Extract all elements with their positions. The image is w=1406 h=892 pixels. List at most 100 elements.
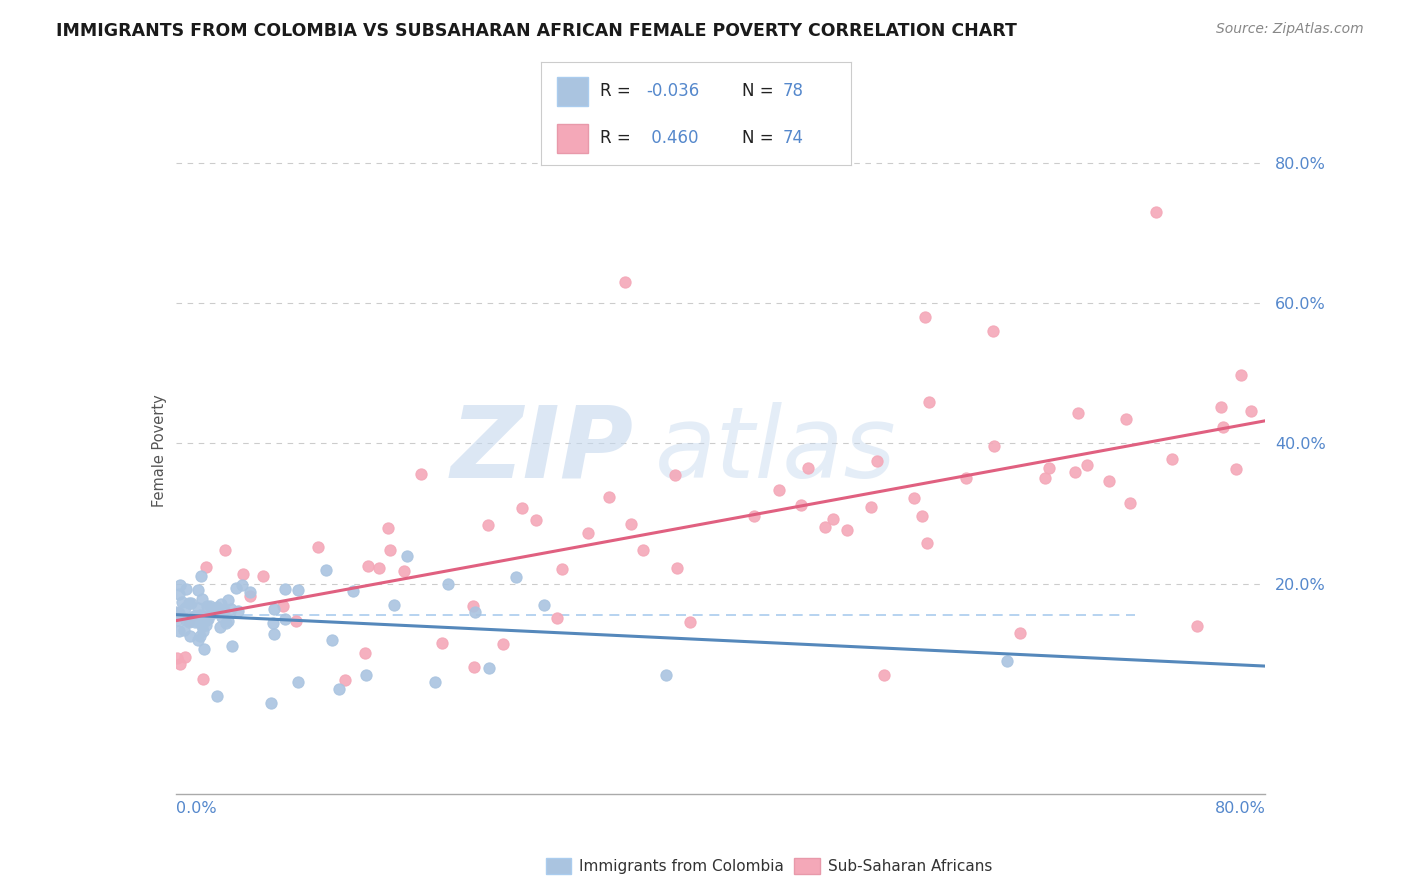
Point [231,578,253,592]
Point [742,509,765,524]
Point [1240,404,1263,418]
Point [335,673,357,687]
Point [614,275,637,289]
Point [1038,461,1060,475]
Point [1097,474,1119,488]
Point [193,641,215,656]
Point [190,592,212,607]
Point [492,637,515,651]
Point [860,500,883,514]
Point [180,596,202,610]
Point [263,602,285,616]
Point [437,576,460,591]
Point [188,610,211,624]
Point [1187,618,1209,632]
Text: 80.0%: 80.0% [1215,801,1265,816]
Text: 0.460: 0.460 [647,129,699,147]
Point [215,616,238,631]
Point [197,612,219,626]
Point [179,629,201,643]
Point [461,599,484,614]
Point [287,582,309,597]
Point [576,526,599,541]
Point [620,517,643,532]
Point [205,599,228,614]
Point [287,674,309,689]
Point [821,512,844,526]
Point [219,601,242,615]
Point [165,606,187,620]
Point [190,568,212,582]
Point [169,657,191,671]
Point [167,587,190,601]
Point [463,660,485,674]
Point [177,596,200,610]
Point [205,689,228,703]
Bar [557,124,588,153]
Point [186,614,208,628]
Point [524,513,547,527]
Point [873,667,896,681]
Text: 74: 74 [783,129,804,147]
Point [380,542,402,557]
Point [512,501,534,516]
Point [195,611,218,625]
Point [321,633,343,648]
Point [200,599,222,613]
Point [195,559,218,574]
Point [1076,458,1098,473]
Point [1115,412,1137,426]
Point [195,613,218,627]
Text: R =: R = [600,129,636,147]
Point [174,614,197,628]
Point [174,649,197,664]
Point [1160,452,1182,467]
Point [655,667,678,681]
Point [1209,400,1232,414]
Point [271,599,294,614]
Point [631,542,654,557]
Point [167,607,190,621]
Point [797,461,820,475]
Y-axis label: Female Poverty: Female Poverty [152,394,167,507]
Point [176,582,198,596]
Point [1225,462,1247,476]
Point [239,585,262,599]
Point [184,615,207,629]
Point [866,453,889,467]
Point [174,600,197,615]
Point [1230,368,1253,382]
Point [217,614,239,628]
Point [191,618,214,632]
Point [546,611,568,625]
Point [768,483,790,497]
Text: -0.036: -0.036 [647,82,700,100]
Point [217,593,239,607]
Point [983,440,1005,454]
Point [166,651,188,665]
Point [166,613,188,627]
Point [274,612,297,626]
Point [239,590,262,604]
Point [382,598,405,612]
Point [225,582,247,596]
Point [214,543,236,558]
Point [918,394,941,409]
Point [195,618,218,632]
Point [183,609,205,624]
Point [1212,419,1234,434]
Point [367,561,389,575]
Point [1067,406,1090,420]
Point [177,615,200,629]
Text: Immigrants from Colombia: Immigrants from Colombia [579,859,785,873]
Point [551,562,574,576]
Point [193,624,215,639]
Point [221,640,243,654]
Point [995,654,1018,668]
Point [169,578,191,592]
Point [396,549,419,563]
Point [914,310,936,325]
Point [173,624,195,638]
Point [190,608,212,623]
Point [188,629,211,643]
